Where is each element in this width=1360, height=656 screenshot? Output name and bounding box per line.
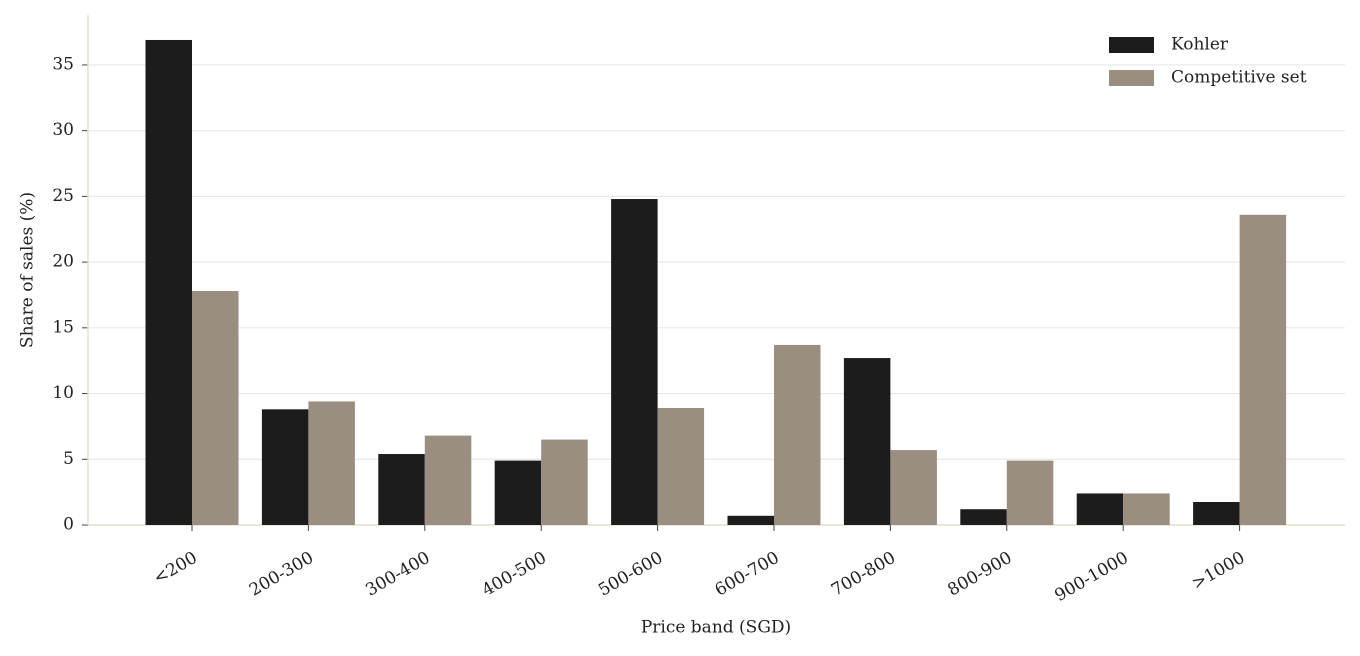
x-tick-label: 200-300: [246, 548, 317, 601]
bar: [192, 291, 239, 525]
y-axis-label: Share of sales (%): [18, 192, 38, 348]
y-tick-label: 15: [52, 317, 74, 337]
bar: [1006, 460, 1054, 525]
y-tick-label: 5: [63, 449, 74, 469]
bar: [378, 454, 425, 525]
bar: [727, 515, 774, 525]
x-tick-label: 500-600: [595, 548, 666, 601]
legend-swatch: [1109, 70, 1154, 86]
bar: [308, 401, 355, 525]
x-tick-label: 700-800: [828, 548, 899, 601]
bar: [774, 344, 821, 525]
x-axis-label: Price band (SGD): [641, 618, 791, 638]
x-tick-label: <200: [150, 548, 200, 589]
bar: [657, 408, 705, 525]
bar: [541, 439, 588, 525]
legend-label: Competitive set: [1171, 68, 1307, 88]
y-tick-label: 0: [63, 515, 74, 535]
x-tick-label: 800-900: [944, 548, 1015, 601]
x-tick-label: 900-1000: [1051, 548, 1132, 606]
x-tick-label: >1000: [1189, 548, 1249, 594]
bar: [1076, 493, 1124, 525]
bar: [1239, 214, 1287, 525]
bar: [145, 39, 192, 525]
bar: [843, 358, 891, 525]
bar: [494, 460, 542, 525]
bar: [424, 435, 472, 525]
legend-label: Kohler: [1171, 35, 1229, 55]
legend-swatch: [1109, 37, 1154, 53]
x-tick-label: 600-700: [712, 548, 783, 601]
y-tick-label: 20: [52, 252, 74, 272]
y-tick-label: 25: [52, 186, 74, 206]
bar: [960, 509, 1007, 525]
bar: [1193, 501, 1240, 525]
y-tick-label: 30: [52, 120, 74, 140]
bar: [890, 450, 937, 525]
y-tick-label: 10: [52, 383, 74, 403]
x-tick-label: 400-500: [479, 548, 550, 601]
bar: [611, 199, 658, 525]
y-tick-label: 35: [52, 54, 74, 74]
bar: [1123, 493, 1170, 525]
bar: [261, 409, 309, 525]
x-tick-label: 300-400: [362, 548, 433, 601]
